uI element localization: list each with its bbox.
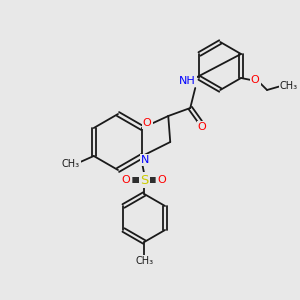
Text: CH₃: CH₃ xyxy=(280,81,298,91)
Text: N: N xyxy=(141,155,149,165)
Text: O: O xyxy=(143,118,152,128)
Text: NH: NH xyxy=(179,76,196,86)
Text: O: O xyxy=(251,75,260,85)
Text: O: O xyxy=(122,175,130,185)
Text: O: O xyxy=(198,122,207,132)
Text: CH₃: CH₃ xyxy=(62,159,80,169)
Text: O: O xyxy=(158,175,167,185)
Text: S: S xyxy=(140,173,148,187)
Text: CH₃: CH₃ xyxy=(135,256,153,266)
